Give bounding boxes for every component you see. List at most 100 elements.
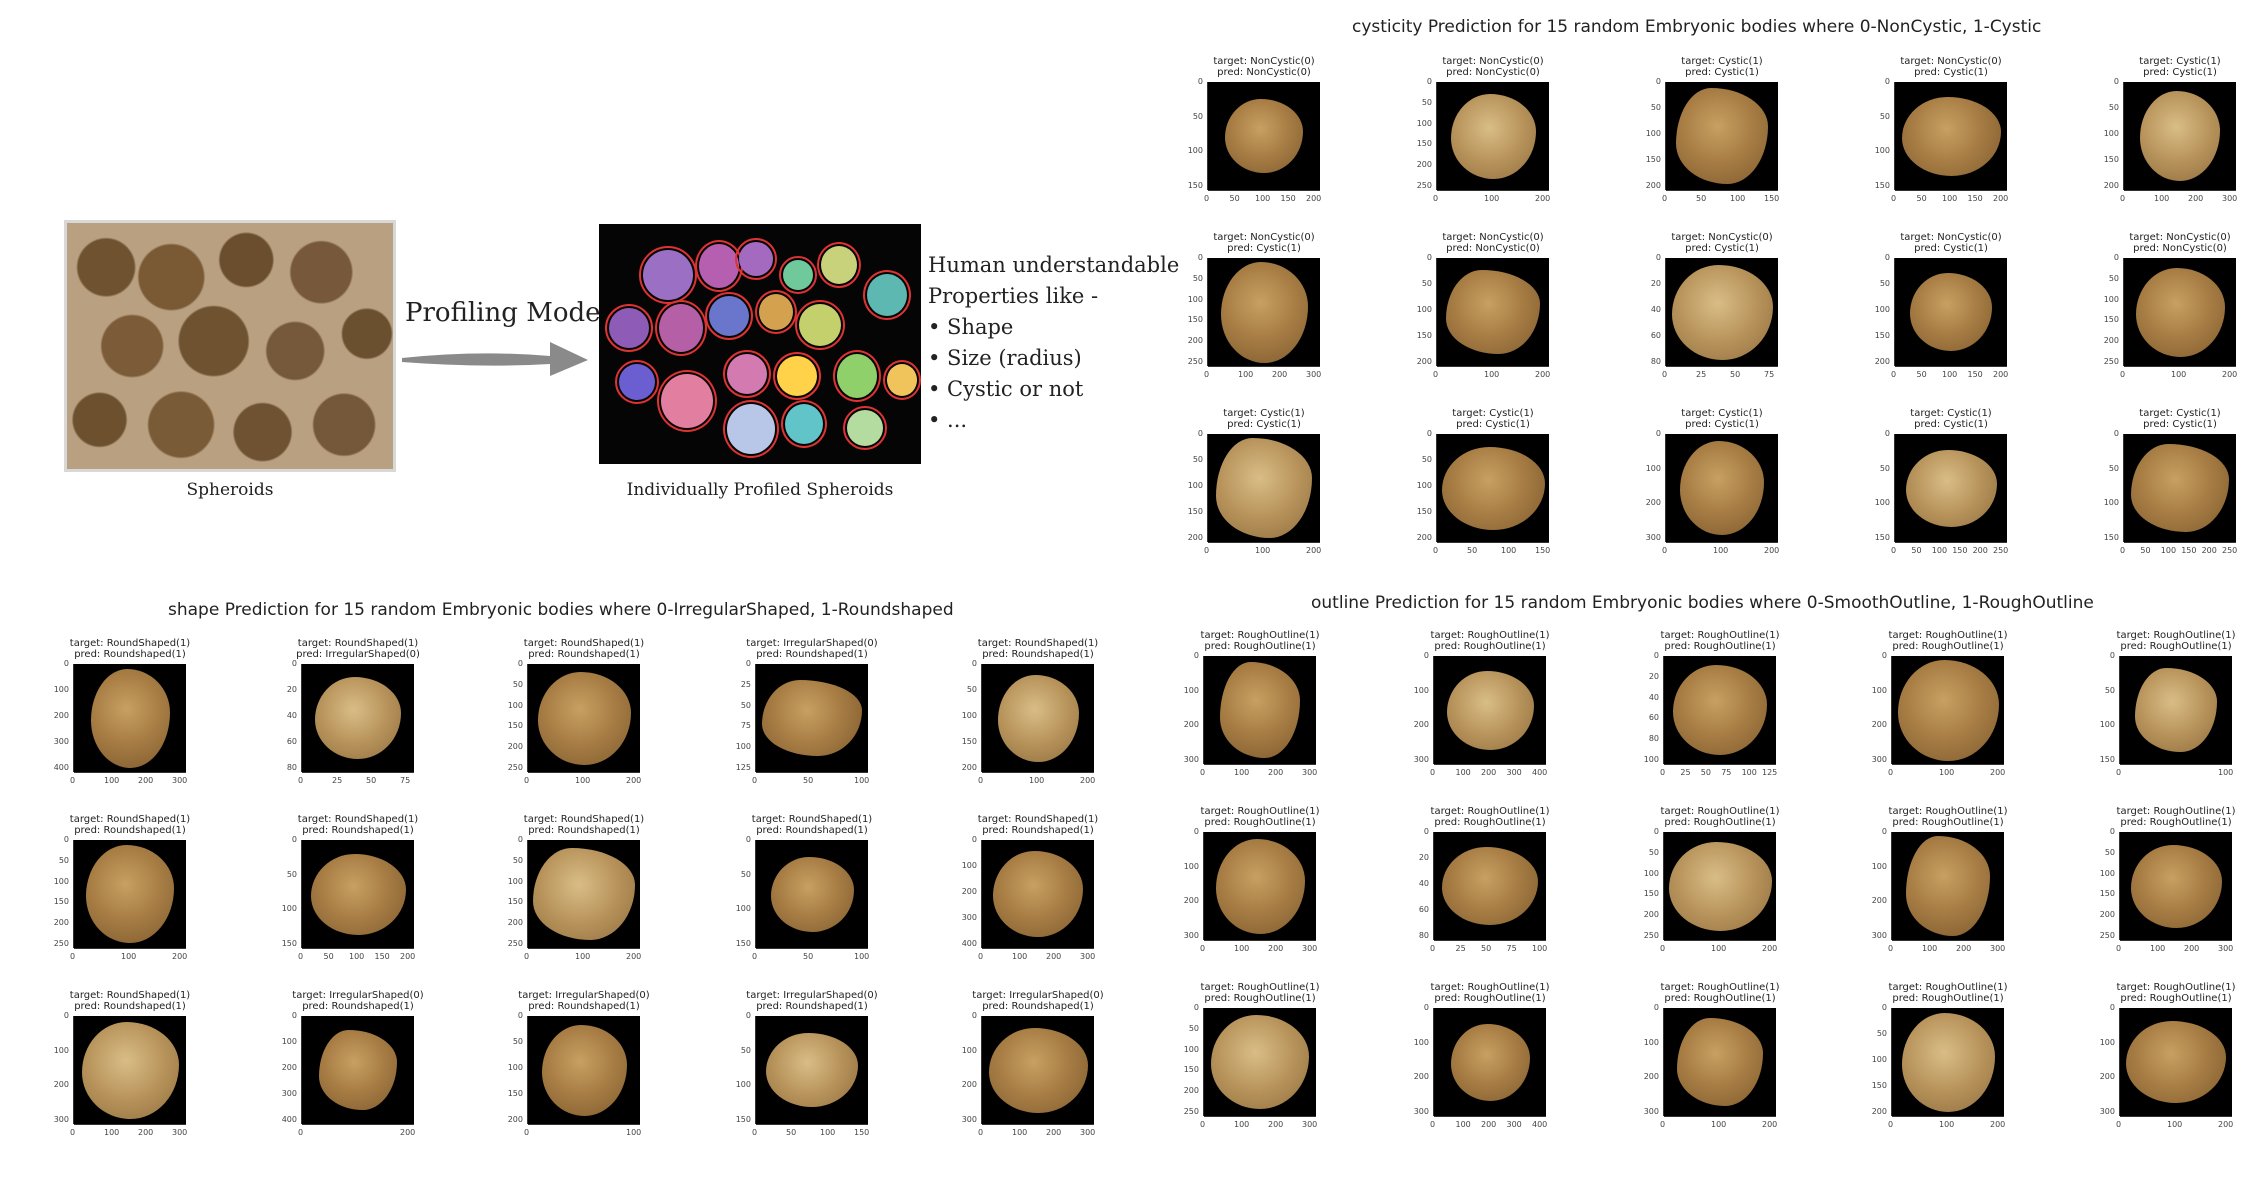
- y-tick-label: 50: [513, 680, 523, 689]
- y-tick-label: 400: [962, 939, 977, 948]
- prediction-cell: target: RoundShaped(1) pred: Roundshaped(…: [484, 638, 684, 810]
- prediction-cell: target: Cystic(1) pred: Cystic(1) 0 50 100 15…: [1164, 408, 1364, 580]
- profiled-spheroid: [799, 304, 841, 346]
- x-tick-label: 200: [1993, 194, 2008, 203]
- x-axis-line: [1895, 542, 2007, 543]
- y-tick-label: 200: [1417, 160, 1432, 169]
- prediction-cell: target: RoughOutline(1) pred: RoughOutlin…: [1160, 982, 1360, 1154]
- x-tick-label: 200: [138, 1128, 153, 1137]
- y-tick-label: 200: [508, 1115, 523, 1124]
- organoid-image: [1664, 1008, 1776, 1116]
- profiled-spheroid: [785, 404, 823, 444]
- y-tick-label: 0: [746, 835, 751, 844]
- x-axis-line: [302, 772, 414, 773]
- y-tick-label: 50: [1880, 112, 1890, 121]
- x-tick-label: 100: [1711, 944, 1726, 953]
- pred-label: pred: RoughOutline(1): [2076, 993, 2252, 1004]
- y-axis-line: [981, 664, 982, 772]
- x-tick-label: 0: [1200, 1120, 1205, 1129]
- organoid-image: [1892, 1008, 2004, 1116]
- y-tick-label: 20: [1419, 853, 1429, 862]
- pred-label: pred: Cystic(1): [1851, 67, 2051, 78]
- y-tick-label: 200: [1875, 357, 1890, 366]
- x-axis-line: [982, 948, 1094, 949]
- x-tick-label: 150: [375, 952, 390, 961]
- x-tick-label: 0: [978, 776, 983, 785]
- organoid-image: [2124, 434, 2236, 542]
- pred-label: pred: Roundshaped(1): [30, 825, 230, 836]
- x-tick-label: 300: [1507, 1120, 1522, 1129]
- y-axis-line: [1665, 82, 1666, 190]
- y-tick-label: 400: [282, 1115, 297, 1124]
- x-tick-label: 200: [1272, 370, 1287, 379]
- pred-label: pred: RoughOutline(1): [1620, 817, 1820, 828]
- y-tick-label: 100: [1417, 481, 1432, 490]
- y-tick-label: 50: [287, 870, 297, 879]
- y-axis-line: [301, 840, 302, 948]
- y-tick-label: 0: [64, 835, 69, 844]
- x-tick-label: 150: [1968, 194, 1983, 203]
- profiled-spheroid: [727, 404, 775, 454]
- target-label: target: Cystic(1): [1851, 408, 2051, 419]
- organoid-image: [1208, 434, 1320, 542]
- y-tick-label: 50: [967, 685, 977, 694]
- y-tick-label: 200: [1414, 1072, 1429, 1081]
- properties-line: • Size (radius): [928, 343, 1179, 374]
- y-tick-label: 200: [962, 1080, 977, 1089]
- y-tick-label: 50: [513, 1037, 523, 1046]
- y-tick-label: 50: [1193, 455, 1203, 464]
- y-tick-label: 100: [282, 904, 297, 913]
- target-label: target: IrregularShaped(0): [484, 990, 684, 1001]
- y-tick-label: 0: [1424, 651, 1429, 660]
- organoid-body: [2140, 91, 2220, 181]
- x-axis-line: [2120, 1116, 2232, 1117]
- y-tick-label: 80: [1651, 357, 1661, 366]
- individually-profiled-spheroids-image: [599, 224, 921, 464]
- target-label: target: IrregularShaped(0): [938, 990, 1138, 1001]
- profiled-spheroid: [783, 260, 813, 290]
- prediction-cell: target: RoundShaped(1) pred: IrregularSha…: [258, 638, 458, 810]
- x-tick-label: 25: [332, 776, 342, 785]
- y-axis-line: [1663, 832, 1664, 940]
- pred-label: pred: Roundshaped(1): [258, 1001, 458, 1012]
- target-label: target: RoughOutline(1): [1160, 630, 1360, 641]
- y-tick-label: 50: [1193, 112, 1203, 121]
- x-tick-label: 50: [1230, 194, 1240, 203]
- y-tick-label: 100: [508, 877, 523, 886]
- prediction-cell: target: IrregularShaped(0) pred: Roundsha…: [712, 638, 912, 810]
- x-tick-label: 100: [1730, 194, 1745, 203]
- y-tick-label: 200: [1872, 720, 1887, 729]
- x-tick-label: 100: [1932, 546, 1947, 555]
- y-tick-label: 150: [2100, 889, 2115, 898]
- y-tick-label: 150: [2104, 315, 2119, 324]
- pred-label: pred: Roundshaped(1): [484, 649, 684, 660]
- organoid-image: [1666, 82, 1778, 190]
- x-tick-label: 50: [324, 952, 334, 961]
- x-tick-label: 75: [1507, 944, 1517, 953]
- y-axis-line: [2123, 258, 2124, 366]
- target-label: target: Cystic(1): [1622, 408, 1822, 419]
- x-axis-line: [756, 948, 868, 949]
- organoid-body: [1216, 839, 1305, 934]
- y-tick-label: 250: [508, 939, 523, 948]
- pred-label: pred: Roundshaped(1): [484, 1001, 684, 1012]
- y-tick-label: 80: [287, 763, 297, 772]
- x-tick-label: 200: [2184, 944, 2199, 953]
- x-tick-label: 0: [2116, 944, 2121, 953]
- y-tick-label: 300: [1184, 931, 1199, 940]
- x-tick-label: 200: [1973, 546, 1988, 555]
- profiled-spheroid: [619, 364, 655, 400]
- y-tick-label: 0: [64, 1011, 69, 1020]
- x-axis-line: [1434, 1116, 1546, 1117]
- profiling-model-label: Profiling Model: [405, 298, 609, 328]
- x-tick-label: 200: [1535, 370, 1550, 379]
- y-tick-label: 250: [508, 763, 523, 772]
- organoid-image: [2120, 656, 2232, 764]
- target-label: target: RoughOutline(1): [1390, 630, 1590, 641]
- y-tick-label: 200: [1184, 896, 1199, 905]
- x-tick-label: 100: [1456, 1120, 1471, 1129]
- x-tick-label: 100: [854, 952, 869, 961]
- y-tick-label: 250: [2100, 931, 2115, 940]
- profiled-spheroid: [609, 308, 649, 348]
- y-tick-label: 100: [2100, 1038, 2115, 1047]
